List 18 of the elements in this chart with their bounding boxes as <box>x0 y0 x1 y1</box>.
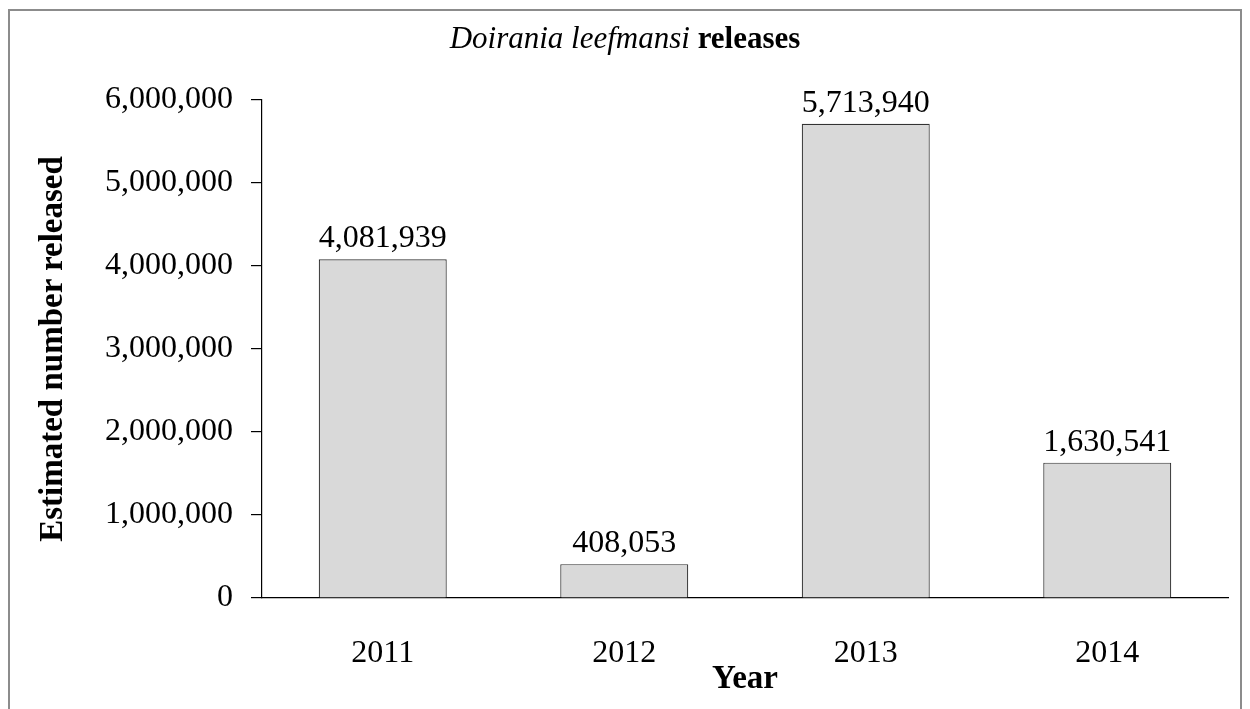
y-axis-title: Estimated number released <box>33 156 70 542</box>
x-tick-label: 2014 <box>1075 632 1140 669</box>
y-tick-label: 1,000,000 <box>105 494 233 531</box>
y-tick-label: 3,000,000 <box>105 328 233 365</box>
y-tick-label: 5,000,000 <box>105 162 233 199</box>
y-tick-label: 2,000,000 <box>105 411 233 448</box>
y-tick-label: 4,000,000 <box>105 245 233 282</box>
y-tick-label: 6,000,000 <box>105 79 233 116</box>
x-tick-label: 2011 <box>351 632 415 669</box>
x-axis-title: Year <box>712 658 778 695</box>
chart-title: Doirania leefmansi releases <box>449 20 801 55</box>
data-label: 5,713,940 <box>801 82 930 119</box>
x-tick-label: 2012 <box>592 632 657 669</box>
data-label: 4,081,939 <box>318 218 447 255</box>
y-tick-label: 0 <box>217 577 233 614</box>
data-label: 408,053 <box>572 523 677 560</box>
x-tick-label: 2013 <box>833 632 898 669</box>
data-label: 1,630,541 <box>1043 421 1172 458</box>
